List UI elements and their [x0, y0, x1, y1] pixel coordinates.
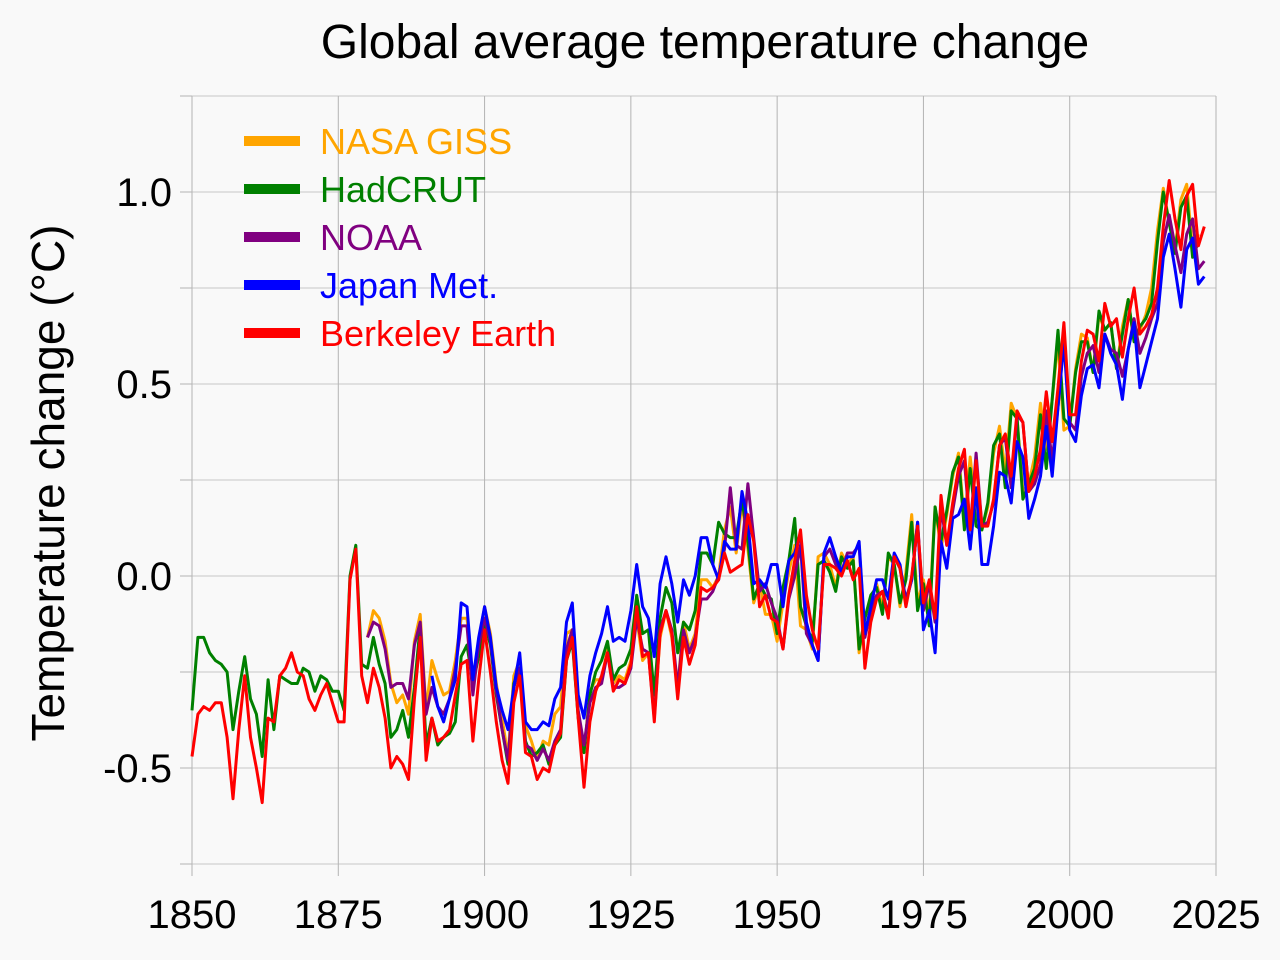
chart-title: Global average temperature change: [321, 16, 1090, 69]
legend-label: NASA GISS: [320, 121, 512, 162]
grid: [191, 95, 1217, 865]
y-tick-label: 0.0: [116, 555, 172, 599]
y-tick-label: 1.0: [116, 171, 172, 215]
y-axis-label: Temperature change (°C): [22, 225, 74, 742]
series-line-berkeley-earth: [190, 179, 1206, 805]
x-tick-label: 1950: [733, 893, 822, 937]
y-tick-label: -0.5: [103, 747, 172, 791]
x-tick-label: 1900: [440, 893, 529, 937]
series-line-japan-met-: [430, 232, 1206, 732]
x-tick-label: 2000: [1025, 893, 1114, 937]
legend: NASA GISS HadCRUT NOAA Japan Met. Berkeley E…: [244, 121, 556, 354]
legend-label: NOAA: [320, 217, 422, 258]
legend-label: HadCRUT: [320, 169, 486, 210]
x-tick-label: 1975: [879, 893, 968, 937]
x-tick-label: 1850: [148, 893, 237, 937]
y-tick-label: 0.5: [116, 363, 172, 407]
axis-ticks: 1850 1875 1900 1925 1950 1975 2000 2025 -0.5 0.0 0…: [103, 95, 1261, 937]
x-tick-label: 1925: [586, 893, 675, 937]
x-tick-label: 1875: [294, 893, 383, 937]
series-lines: [190, 179, 1206, 805]
legend-label: Berkeley Earth: [320, 313, 556, 354]
legend-label: Japan Met.: [320, 265, 498, 306]
x-tick-label: 2025: [1172, 893, 1261, 937]
